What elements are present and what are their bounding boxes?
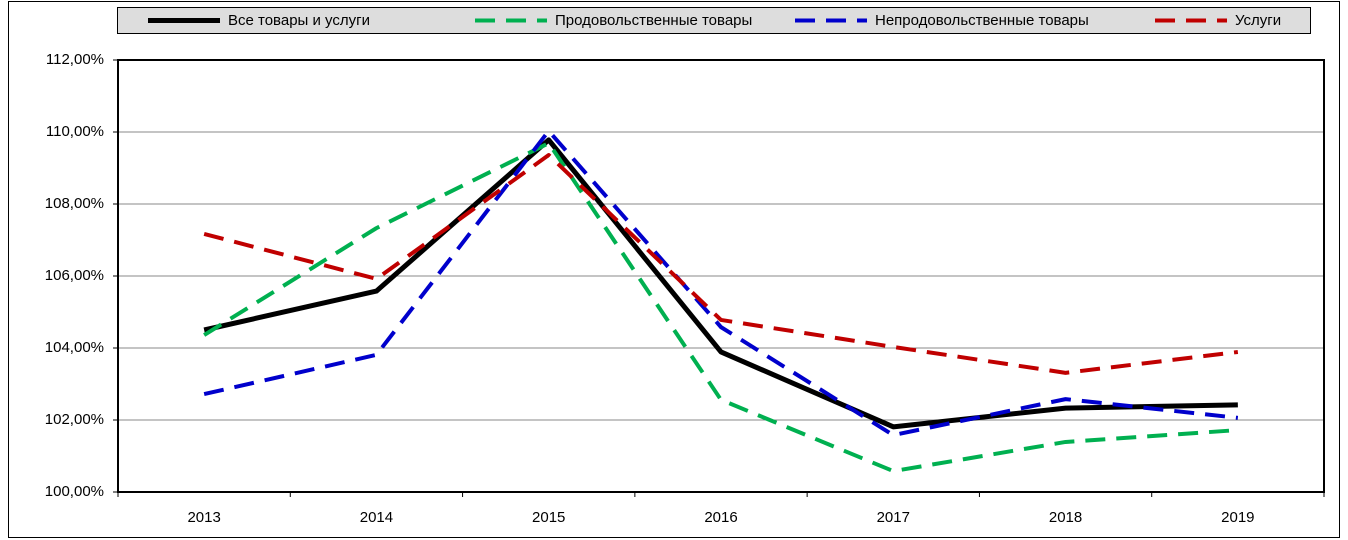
x-tick-label: 2015 [532, 509, 565, 526]
x-tick-label: 2018 [1049, 509, 1082, 526]
y-tick-label: 106,00% [45, 267, 104, 284]
y-tick-label: 108,00% [45, 195, 104, 212]
y-tick-label: 100,00% [45, 483, 104, 500]
y-tick-label: 102,00% [45, 411, 104, 428]
y-tick-label: 110,00% [46, 123, 104, 140]
series-line [203, 153, 1239, 375]
x-tick-label: 2016 [704, 509, 737, 526]
series-line [203, 141, 1238, 474]
plot-border [117, 59, 1325, 493]
y-tick-label: 104,00% [45, 339, 104, 356]
legend-label: Непродовольственные товары [875, 12, 1089, 29]
x-tick-label: 2014 [360, 509, 393, 526]
series-line [203, 137, 1238, 430]
legend-label: Услуги [1235, 12, 1281, 29]
x-tick-label: 2019 [1221, 509, 1254, 526]
legend-label: Продовольственные товары [555, 12, 752, 29]
x-tick-label: 2013 [187, 509, 220, 526]
legend-label: Все товары и услуги [228, 12, 370, 29]
legend-box [117, 7, 1311, 34]
y-tick-label: 112,00% [46, 51, 104, 68]
x-tick-label: 2017 [877, 509, 910, 526]
series-line [203, 128, 1239, 438]
